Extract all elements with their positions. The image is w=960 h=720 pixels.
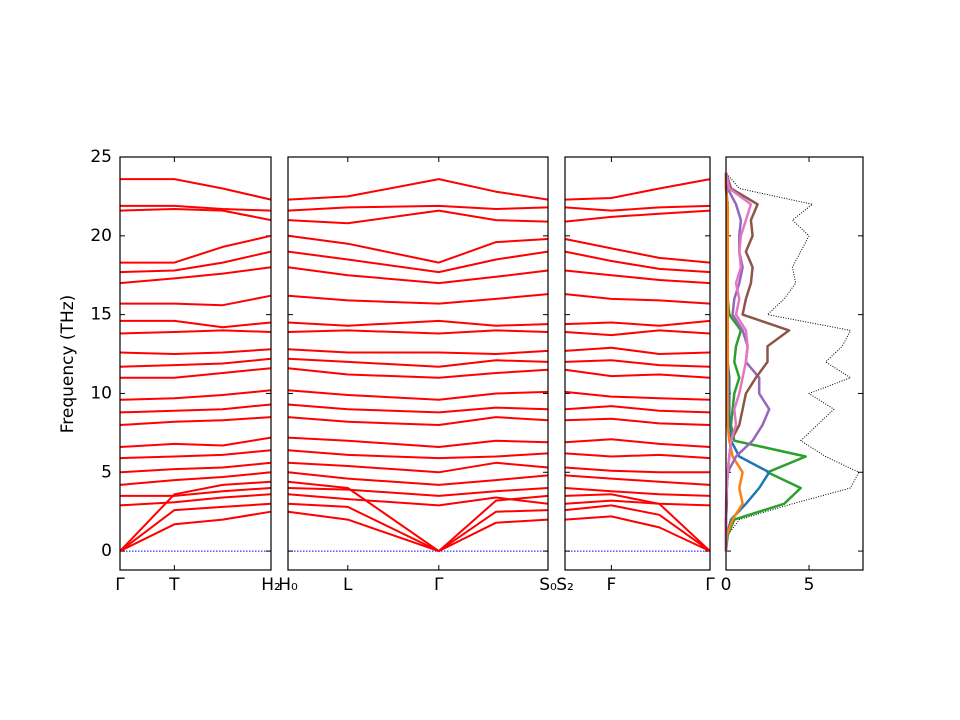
band — [564, 319, 711, 327]
y-tick-label: 0 — [101, 541, 112, 561]
band — [287, 449, 549, 460]
band — [564, 329, 711, 337]
band — [564, 405, 711, 414]
band — [287, 493, 549, 507]
band — [287, 250, 549, 274]
dos-line — [724, 172, 753, 552]
band — [287, 234, 549, 264]
band — [564, 438, 711, 448]
band — [287, 348, 549, 355]
plot-frame — [119, 156, 272, 571]
band — [564, 466, 710, 474]
band — [287, 357, 549, 368]
band — [287, 487, 549, 497]
band — [119, 510, 272, 552]
band — [564, 452, 711, 460]
band — [287, 416, 549, 426]
band — [119, 403, 272, 414]
band — [119, 436, 272, 448]
y-tick-label: 20 — [90, 226, 112, 246]
band — [564, 359, 711, 368]
x-tick-label: S₂ — [556, 575, 574, 595]
x-tick-label: L — [343, 575, 353, 595]
band — [119, 502, 272, 552]
band — [119, 480, 272, 552]
band — [564, 474, 711, 486]
band — [120, 487, 272, 497]
band — [119, 208, 272, 222]
band — [287, 471, 549, 486]
band — [119, 348, 272, 355]
x-tick-label: Γ — [705, 575, 715, 595]
band — [564, 209, 711, 223]
band — [564, 204, 711, 212]
band — [119, 493, 272, 507]
band — [564, 499, 711, 507]
band — [564, 493, 711, 552]
band — [287, 293, 549, 305]
band — [564, 515, 711, 553]
band — [287, 367, 549, 379]
band — [119, 250, 272, 274]
y-tick-label: 25 — [90, 147, 112, 167]
x-tick-label: 5 — [804, 575, 815, 595]
x-tick-label: Γ — [115, 575, 125, 595]
band — [119, 449, 272, 460]
y-tick-label: 15 — [90, 305, 112, 325]
band — [120, 178, 272, 201]
x-tick-label: S₀ — [539, 575, 557, 595]
y-tick-label: 5 — [101, 462, 112, 482]
band — [564, 178, 711, 201]
band — [119, 471, 272, 486]
x-tick-label: 0 — [721, 575, 732, 595]
x-tick-label: H₀ — [278, 575, 298, 595]
dos-line — [724, 172, 807, 552]
band — [564, 504, 711, 552]
band — [120, 234, 272, 264]
dos-line — [724, 172, 771, 552]
band — [287, 329, 549, 335]
x-tick-label: H₂ — [261, 575, 281, 595]
band — [287, 510, 549, 553]
band — [287, 266, 549, 285]
band — [119, 461, 272, 474]
dos-line — [724, 172, 771, 552]
band — [564, 487, 711, 497]
y-tick-label: 10 — [90, 383, 112, 403]
band — [119, 266, 272, 285]
band — [287, 178, 549, 201]
x-tick-label: F — [607, 575, 617, 595]
band — [287, 403, 549, 414]
y-axis-label: Frequency (THz) — [58, 295, 78, 434]
x-tick-label: T — [168, 575, 180, 595]
plot-frame — [564, 156, 711, 571]
band — [119, 389, 272, 401]
band — [287, 436, 549, 448]
dos-line — [724, 172, 744, 552]
band — [564, 250, 711, 274]
band — [119, 357, 272, 368]
band — [120, 367, 272, 379]
band — [564, 368, 711, 379]
band — [564, 293, 711, 305]
band — [120, 294, 272, 307]
band — [564, 238, 711, 264]
band — [287, 389, 549, 401]
x-tick-label: Γ — [434, 575, 444, 595]
band — [287, 209, 549, 225]
band — [564, 390, 711, 401]
band — [287, 204, 549, 212]
band — [287, 461, 549, 474]
band — [120, 204, 272, 212]
band — [564, 417, 711, 426]
band — [120, 319, 272, 329]
band — [287, 319, 549, 327]
plot-frame — [287, 156, 549, 571]
band — [564, 346, 711, 355]
plot-frame — [725, 156, 864, 571]
band — [119, 416, 272, 426]
band — [564, 269, 711, 285]
band — [119, 329, 272, 335]
